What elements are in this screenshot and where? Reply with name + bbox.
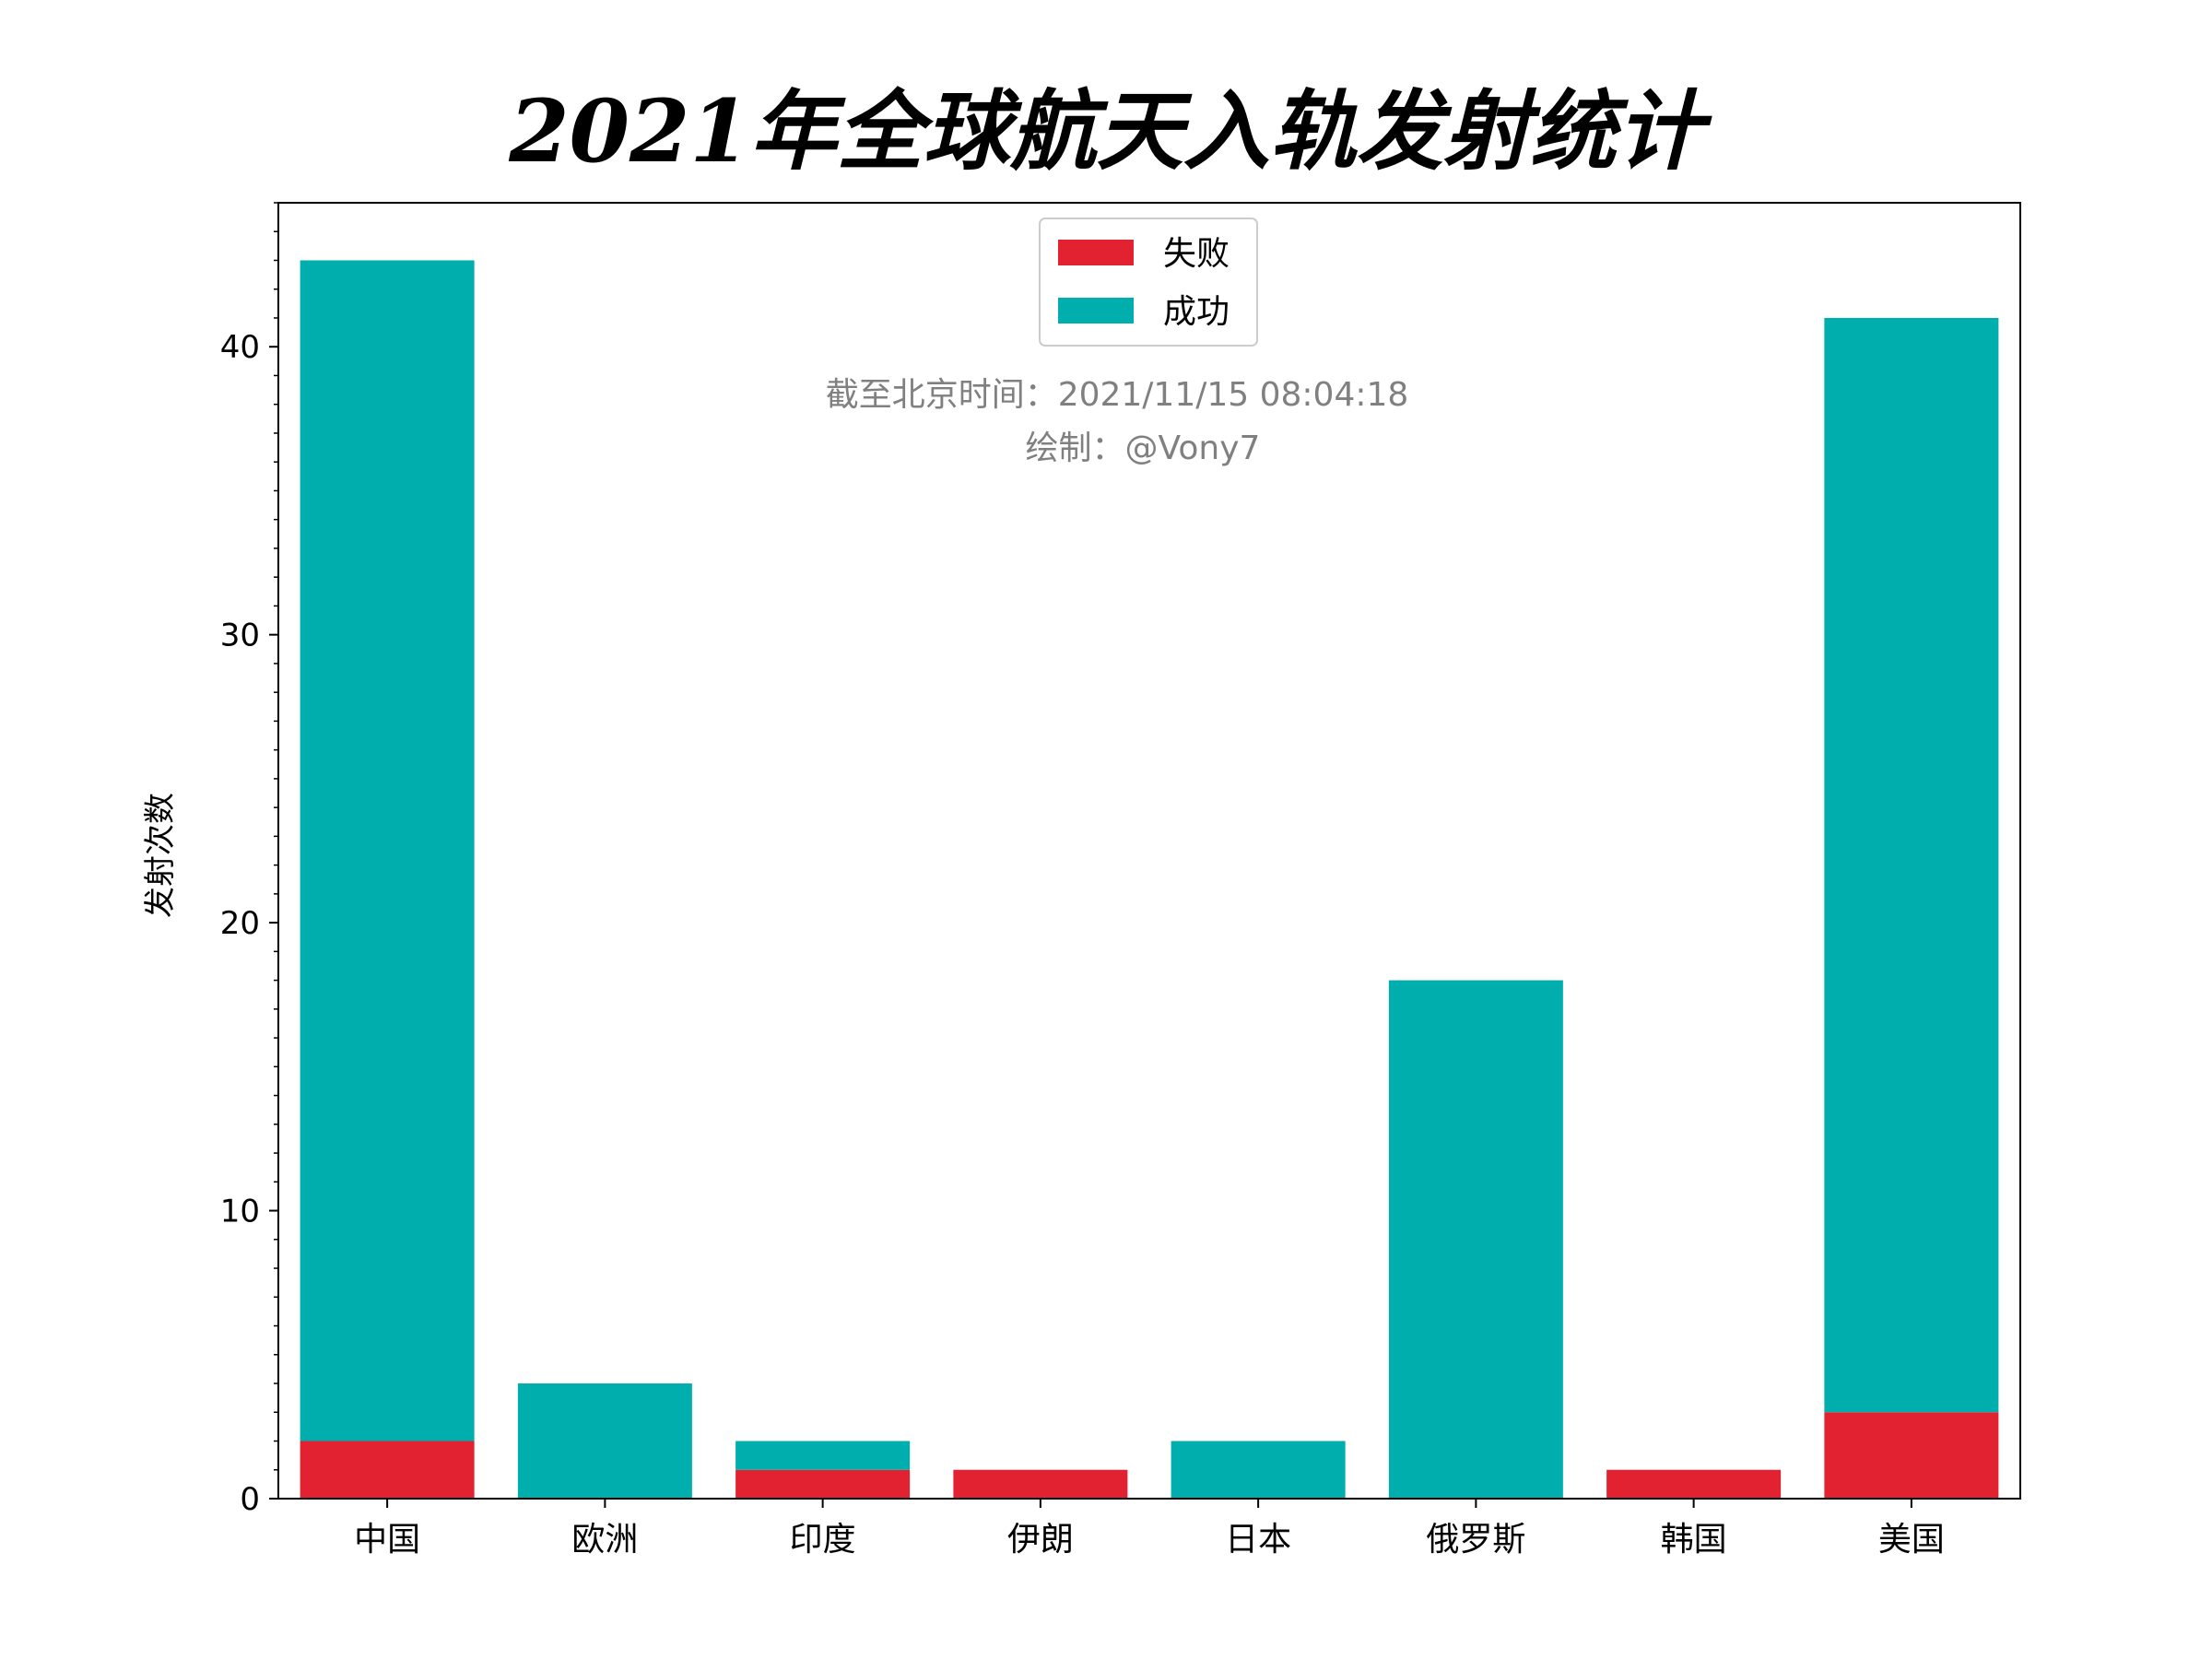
chart-title: 2021年全球航天入轨发射统计 [508,81,1712,182]
x-tick-label: 伊朗 [1007,1521,1074,1559]
x-tick-label: 欧洲 [571,1521,638,1559]
legend-label-failure: 失败 [1163,235,1230,273]
y-tick-label: 30 [220,618,260,654]
x-tick-label: 中国 [354,1521,420,1559]
bar-success-1 [517,1383,692,1499]
bar-success-5 [1388,980,1563,1499]
bar-failure-6 [1606,1469,1782,1499]
legend: 失败 成功 [1039,218,1258,347]
bar-failure-7 [1824,1412,1999,1499]
legend-swatch-success [1058,298,1134,324]
x-tick-label: 印度 [790,1521,856,1559]
bar-failure-0 [300,1441,475,1499]
bars-layer [300,260,1999,1499]
bar-success-2 [735,1441,911,1470]
annotation-author: 绘制：@Vony7 [1026,429,1261,467]
y-tick-label: 20 [220,905,260,942]
annotation-timestamp: 截至北京时间：2021/11/15 08:04:18 [826,376,1409,414]
y-tick-label: 0 [240,1481,260,1518]
x-tick-label: 俄罗斯 [1426,1521,1525,1559]
y-axis-label: 发射次数 [142,793,179,918]
y-tick-label: 10 [220,1194,260,1230]
bar-success-4 [1171,1441,1346,1499]
plot-frame [277,202,2021,1500]
legend-swatch-failure [1058,240,1134,265]
bar-success-0 [300,260,475,1441]
bar-success-7 [1824,317,1999,1413]
bar-failure-3 [953,1469,1128,1499]
annotations: 截至北京时间：2021/11/15 08:04:18 绘制：@Vony7 [826,376,1409,467]
x-tick-label: 日本 [1225,1521,1291,1559]
y-tick-label: 40 [220,329,260,366]
x-tick-label: 美国 [1878,1521,1945,1559]
bar-failure-2 [735,1469,911,1499]
legend-label-success: 成功 [1163,293,1230,331]
x-tick-label: 韩国 [1661,1521,1727,1559]
axes-layer: 0 10 20 30 40 中国 欧洲 印度 伊朗 日本 俄罗斯 韩国 美国 [220,202,2021,1559]
